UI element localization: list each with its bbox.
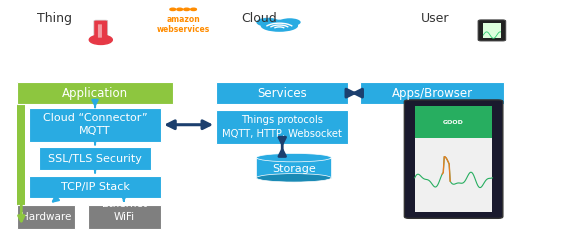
FancyBboxPatch shape (415, 106, 492, 138)
Circle shape (177, 8, 183, 11)
Text: TCP/IP Stack: TCP/IP Stack (60, 182, 130, 192)
Text: amazon
webservices: amazon webservices (157, 15, 210, 34)
Text: Thing: Thing (37, 12, 72, 25)
Text: Application: Application (62, 87, 128, 99)
Circle shape (170, 8, 176, 11)
Ellipse shape (256, 154, 331, 162)
FancyBboxPatch shape (216, 82, 348, 104)
FancyBboxPatch shape (404, 100, 503, 218)
FancyBboxPatch shape (17, 82, 173, 104)
Text: Services: Services (257, 87, 307, 99)
Text: Apps/Browser: Apps/Browser (392, 87, 472, 99)
FancyBboxPatch shape (216, 110, 348, 144)
Circle shape (191, 8, 196, 11)
FancyBboxPatch shape (94, 20, 108, 40)
FancyBboxPatch shape (29, 176, 161, 198)
Ellipse shape (256, 18, 279, 27)
FancyBboxPatch shape (29, 108, 161, 142)
Ellipse shape (279, 18, 301, 26)
Text: GOOD: GOOD (443, 120, 464, 125)
FancyBboxPatch shape (478, 20, 506, 41)
FancyBboxPatch shape (483, 23, 501, 38)
FancyBboxPatch shape (360, 82, 504, 104)
Text: Ethernet
WiFi
...: Ethernet WiFi ... (102, 199, 147, 234)
FancyBboxPatch shape (415, 106, 492, 212)
FancyBboxPatch shape (98, 24, 102, 38)
Text: Things protocols
MQTT, HTTP, Websocket: Things protocols MQTT, HTTP, Websocket (222, 115, 342, 139)
Circle shape (184, 8, 190, 11)
FancyBboxPatch shape (39, 147, 151, 170)
Ellipse shape (256, 174, 331, 182)
Circle shape (89, 35, 112, 44)
Text: SSL/TLS Security: SSL/TLS Security (48, 154, 142, 164)
Ellipse shape (260, 20, 298, 32)
FancyBboxPatch shape (256, 158, 331, 178)
FancyBboxPatch shape (88, 205, 161, 229)
Text: Storage: Storage (272, 164, 316, 174)
Text: Hardware: Hardware (21, 212, 71, 222)
FancyBboxPatch shape (17, 205, 75, 229)
Text: Cloud “Connector”
MQTT: Cloud “Connector” MQTT (43, 113, 147, 136)
FancyBboxPatch shape (17, 82, 25, 229)
Text: Cloud: Cloud (241, 12, 277, 25)
Text: User: User (420, 12, 449, 25)
